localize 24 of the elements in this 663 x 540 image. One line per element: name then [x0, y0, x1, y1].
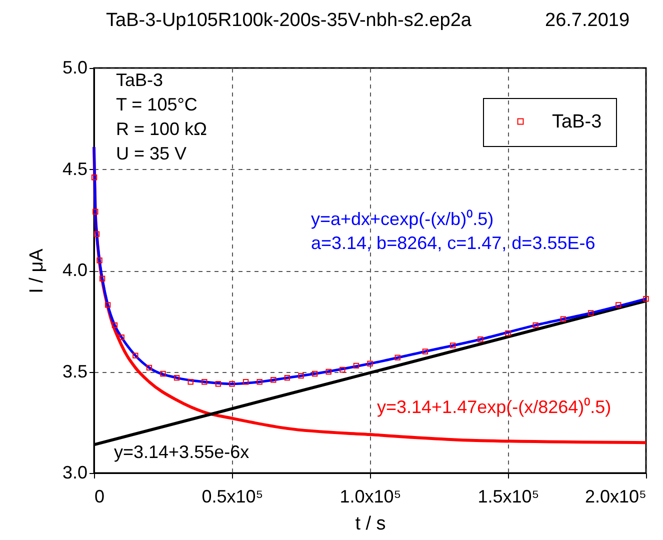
line-series	[92, 146, 648, 386]
y-tick-label: 4.0	[62, 260, 88, 280]
x-tick-label: 2.0x10⁵	[584, 486, 646, 506]
annotation: y=3.14+3.55e-6x	[114, 442, 250, 462]
annotation: T = 105°C	[116, 94, 198, 114]
y-axis-title: I / μA	[26, 248, 48, 294]
x-tick-label: 0.5x10⁵	[202, 486, 264, 506]
annotation: y=a+dx+cexp(-(x/b)⁰.5)	[311, 209, 494, 229]
x-tick-label: 1.5x10⁵	[478, 486, 540, 506]
annotation: TaB-3	[116, 70, 164, 90]
chart-title: TaB-3-Up105R100k-200s-35V-nbh-s2.ep2a	[106, 10, 472, 32]
annotation: U = 35 V	[116, 144, 187, 164]
x-tick-label: 0	[94, 486, 105, 506]
y-tick-label: 3.5	[62, 361, 88, 382]
legend-label: TaB-3	[552, 112, 602, 132]
annotation: a=3.14, b=8264, c=1.47, d=3.55E-6	[311, 233, 596, 253]
y-tick-label: 5.0	[62, 58, 88, 78]
y-tick-label: 4.5	[62, 158, 88, 179]
annotation: R = 100 kΩ	[116, 119, 208, 139]
chart-subtitle: 26.7.2019	[545, 10, 630, 32]
x-tick-label: 1.0x10⁵	[340, 486, 402, 506]
annotation: y=3.14+1.47exp(-(x/8264)⁰.5)	[377, 397, 612, 417]
x-axis-title: t / s	[355, 514, 386, 534]
y-tick-label: 3.0	[62, 462, 88, 482]
